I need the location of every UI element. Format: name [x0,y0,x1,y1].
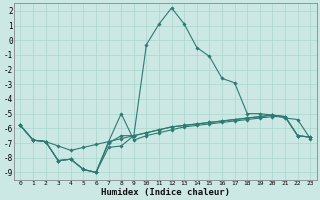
X-axis label: Humidex (Indice chaleur): Humidex (Indice chaleur) [101,188,230,197]
